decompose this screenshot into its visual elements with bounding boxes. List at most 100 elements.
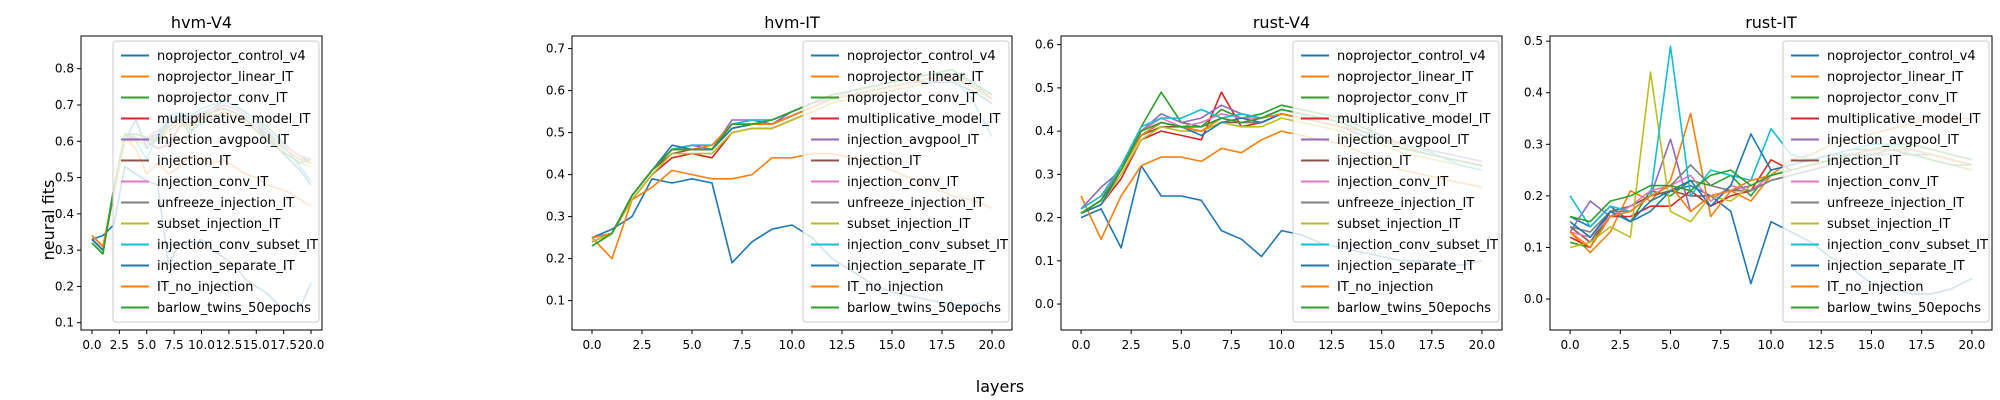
legend-label: injection_conv_IT bbox=[157, 175, 268, 190]
legend-label: noprojector_linear_IT bbox=[1827, 70, 1963, 85]
chart-legend: noprojector_control_v4 noprojector_linear… bbox=[112, 40, 320, 323]
x-tick-label: 0.0 bbox=[1071, 338, 1090, 352]
chart-title: rust-IT bbox=[1745, 13, 1797, 32]
x-tick-label: 0.0 bbox=[82, 338, 101, 352]
x-tick-label: 17.5 bbox=[929, 338, 956, 352]
legend-label: subset_injection_IT bbox=[1337, 217, 1460, 232]
legend-label: injection_separate_IT bbox=[157, 259, 295, 274]
legend-label: injection_avgpool_IT bbox=[157, 133, 289, 148]
legend-label: multiplicative_model_IT bbox=[157, 112, 311, 127]
legend-label: multiplicative_model_IT bbox=[847, 112, 1001, 127]
legend-label: injection_conv_IT bbox=[1827, 175, 1938, 190]
legend-label: injection_separate_IT bbox=[1337, 259, 1475, 274]
legend-label: noprojector_control_v4 bbox=[847, 49, 996, 64]
x-tick-label: 20.0 bbox=[1469, 338, 1496, 352]
y-tick-label: 0.6 bbox=[55, 134, 74, 148]
legend-label: injection_conv_subset_IT bbox=[1827, 238, 1988, 253]
x-tick-label: 15.0 bbox=[1368, 338, 1395, 352]
legend-label: noprojector_control_v4 bbox=[1337, 49, 1486, 64]
x-tick-label: 20.0 bbox=[1959, 338, 1986, 352]
legend-label: noprojector_linear_IT bbox=[157, 70, 293, 85]
x-tick-label: 5.0 bbox=[1172, 338, 1191, 352]
y-tick-label: 0.5 bbox=[546, 126, 565, 140]
legend-label: unfreeze_injection_IT bbox=[1827, 196, 1964, 211]
x-tick-label: 20.0 bbox=[979, 338, 1006, 352]
x-tick-label: 7.5 bbox=[732, 338, 751, 352]
chart-title: hvm-IT bbox=[764, 13, 820, 32]
x-tick-label: 15.0 bbox=[879, 338, 906, 352]
y-tick-label: 0.7 bbox=[55, 98, 74, 112]
y-tick-label: 0.5 bbox=[55, 171, 74, 185]
legend-label: noprojector_conv_IT bbox=[157, 91, 287, 106]
legend-label: barlow_twins_50epochs bbox=[157, 301, 311, 316]
legend-label: noprojector_linear_IT bbox=[1337, 70, 1473, 85]
x-tick-label: 12.5 bbox=[1318, 338, 1345, 352]
y-tick-label: 0.5 bbox=[1524, 34, 1543, 48]
chart-legend: noprojector_control_v4 noprojector_linear… bbox=[1782, 40, 1990, 323]
x-tick-label: 10.0 bbox=[188, 338, 215, 352]
x-tick-label: 5.0 bbox=[682, 338, 701, 352]
legend-label: injection_conv_subset_IT bbox=[1337, 238, 1498, 253]
legend-label: injection_conv_subset_IT bbox=[847, 238, 1008, 253]
x-tick-label: 17.5 bbox=[270, 338, 297, 352]
legend-label: barlow_twins_50epochs bbox=[847, 301, 1001, 316]
legend-label: injection_avgpool_IT bbox=[1827, 133, 1959, 148]
chart-panel-rust-IT: rust-IT 0.0 2.5 5.0 7.5 10.0 12.5 15.0 17.5 20.0 0… bbox=[1524, 13, 1993, 352]
legend-label: subset_injection_IT bbox=[847, 217, 970, 232]
y-tick-label: 0.2 bbox=[1035, 211, 1054, 225]
x-tick-label: 2.5 bbox=[1122, 338, 1141, 352]
x-tick-label: 5.0 bbox=[137, 338, 156, 352]
chart-panel-rust-V4: rust-V4 0.0 2.5 5.0 7.5 10.0 12.5 15.0 17.5 20.0 0… bbox=[1035, 13, 1503, 352]
y-tick-label: 0.3 bbox=[55, 243, 74, 257]
legend-label: unfreeze_injection_IT bbox=[157, 196, 294, 211]
legend-label: injection_IT bbox=[1827, 154, 1901, 169]
legend-label: injection_conv_IT bbox=[847, 175, 958, 190]
x-tick-label: 0.0 bbox=[1561, 338, 1580, 352]
chart-title: rust-V4 bbox=[1253, 13, 1310, 32]
legend-label: injection_separate_IT bbox=[847, 259, 985, 274]
legend-label: injection_conv_IT bbox=[1337, 175, 1448, 190]
y-tick-label: 0.1 bbox=[546, 294, 565, 308]
y-tick-label: 0.5 bbox=[1035, 81, 1054, 95]
legend-label: subset_injection_IT bbox=[1827, 217, 1950, 232]
x-tick-label: 20.0 bbox=[298, 338, 325, 352]
legend-label: subset_injection_IT bbox=[157, 217, 280, 232]
x-tick-label: 15.0 bbox=[1858, 338, 1885, 352]
x-tick-label: 7.5 bbox=[165, 338, 184, 352]
y-tick-label: 0.6 bbox=[546, 84, 565, 98]
x-tick-label: 2.5 bbox=[632, 338, 651, 352]
x-tick-label: 2.5 bbox=[1611, 338, 1630, 352]
x-tick-label: 17.5 bbox=[1908, 338, 1935, 352]
x-tick-label: 12.5 bbox=[1808, 338, 1835, 352]
y-tick-label: 0.7 bbox=[546, 42, 565, 56]
legend-label: noprojector_conv_IT bbox=[847, 91, 977, 106]
legend-label: noprojector_control_v4 bbox=[1827, 49, 1976, 64]
legend-label: injection_IT bbox=[1337, 154, 1411, 169]
legend-label: barlow_twins_50epochs bbox=[1337, 301, 1491, 316]
legend-box bbox=[1292, 40, 1500, 323]
legend-label: injection_separate_IT bbox=[1827, 259, 1965, 274]
y-tick-label: 0.6 bbox=[1035, 38, 1054, 52]
y-tick-label: 0.3 bbox=[546, 210, 565, 224]
figure-x-label: layers bbox=[976, 377, 1024, 396]
y-tick-label: 0.2 bbox=[1524, 189, 1543, 203]
chart-panel-hvm-V4: hvm-V4 0.0 2.5 5.0 7.5 10.0 12.5 15.0 17.5 20.0 0.… bbox=[55, 13, 324, 352]
legend-label: IT_no_injection bbox=[1337, 280, 1433, 295]
legend-box bbox=[802, 40, 1010, 323]
x-tick-label: 0.0 bbox=[582, 338, 601, 352]
legend-label: IT_no_injection bbox=[1827, 280, 1923, 295]
legend-label: multiplicative_model_IT bbox=[1827, 112, 1981, 127]
x-tick-label: 15.0 bbox=[243, 338, 270, 352]
y-tick-label: 0.4 bbox=[1035, 124, 1054, 138]
y-tick-label: 0.3 bbox=[1035, 167, 1054, 181]
x-tick-label: 7.5 bbox=[1711, 338, 1730, 352]
x-tick-label: 17.5 bbox=[1418, 338, 1445, 352]
legend-label: noprojector_conv_IT bbox=[1827, 91, 1957, 106]
legend-label: IT_no_injection bbox=[847, 280, 943, 295]
legend-label: unfreeze_injection_IT bbox=[1337, 196, 1474, 211]
y-tick-label: 0.1 bbox=[55, 316, 74, 330]
legend-label: IT_no_injection bbox=[157, 280, 253, 295]
legend-box bbox=[1782, 40, 1990, 323]
legend-box bbox=[112, 40, 320, 323]
